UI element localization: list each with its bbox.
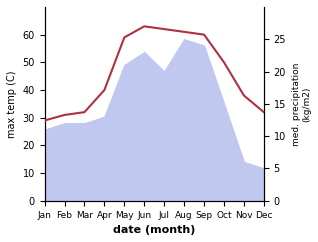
X-axis label: date (month): date (month) (113, 225, 196, 235)
Y-axis label: med. precipitation
(kg/m2): med. precipitation (kg/m2) (292, 62, 311, 145)
Y-axis label: max temp (C): max temp (C) (7, 70, 17, 138)
